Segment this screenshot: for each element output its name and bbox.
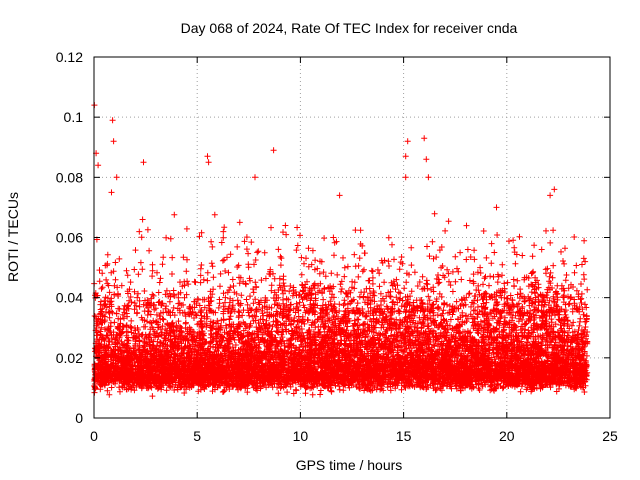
x-tick-label: 15	[396, 428, 412, 444]
data-points	[91, 102, 591, 400]
x-tick-label: 0	[90, 428, 98, 444]
y-tick-label: 0.08	[56, 169, 83, 185]
roti-scatter-points	[91, 102, 591, 400]
y-tick-label: 0.04	[56, 290, 83, 306]
y-tick-label: 0.02	[56, 350, 83, 366]
x-tick-label: 20	[499, 428, 515, 444]
x-tick-label: 10	[293, 428, 309, 444]
y-tick-label: 0.06	[56, 230, 83, 246]
chart-title: Day 068 of 2024, Rate Of TEC Index for r…	[181, 20, 518, 36]
x-tick-label: 25	[602, 428, 618, 444]
x-tick-label: 5	[193, 428, 201, 444]
y-tick-label: 0.1	[64, 109, 84, 125]
x-axis-label: GPS time / hours	[296, 457, 403, 473]
y-axis-label: ROTI / TECUs	[5, 192, 21, 282]
axis-ticks: 0 0.02 0.04 0.06 0.08 0.1 0.12 0 5 10 15 20 25	[56, 49, 618, 444]
y-tick-label: 0	[75, 410, 83, 426]
y-tick-label: 0.12	[56, 49, 83, 65]
